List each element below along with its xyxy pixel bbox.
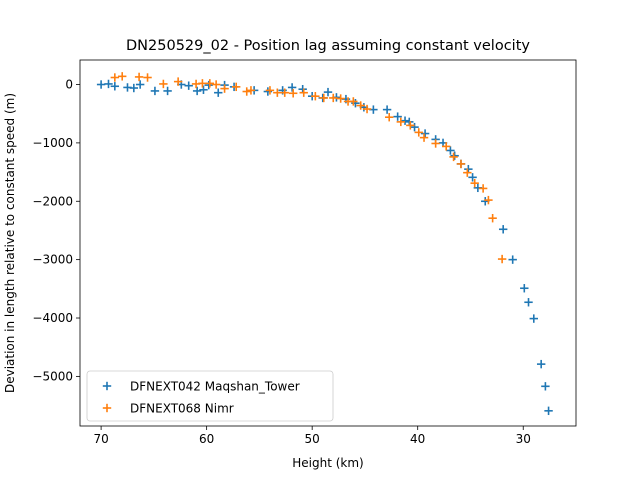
data-point xyxy=(280,88,289,97)
data-point xyxy=(431,139,440,148)
plot-frame xyxy=(79,59,577,427)
legend-marker xyxy=(102,403,112,413)
chart-title: DN250529_02 - Position lag assuming cons… xyxy=(126,38,530,54)
data-point xyxy=(362,104,372,114)
data-point xyxy=(143,73,152,82)
x-tick-label: 70 xyxy=(93,432,108,446)
y-tick-label: −2000 xyxy=(32,194,73,208)
data-point xyxy=(159,79,168,89)
x-axis: 70 60 50 40 30 xyxy=(93,426,531,446)
y-tick-label: −1000 xyxy=(32,136,73,150)
y-tick-label: −5000 xyxy=(32,369,73,383)
data-point xyxy=(498,225,508,234)
data-point xyxy=(419,133,429,142)
data-point xyxy=(536,359,546,369)
data-point xyxy=(214,88,223,97)
data-point xyxy=(470,178,479,188)
y-axis: 0 −1000 −2000 −3000 −4000 −5000 xyxy=(32,78,80,383)
data-point xyxy=(199,85,208,94)
data-point xyxy=(441,142,451,151)
data-point xyxy=(468,173,477,182)
data-point xyxy=(349,97,358,106)
data-point xyxy=(96,80,106,89)
legend-box xyxy=(86,370,334,422)
plot-area xyxy=(79,59,577,427)
data-point xyxy=(184,81,193,90)
data-point xyxy=(463,168,472,177)
data-point xyxy=(488,213,497,223)
data-point xyxy=(393,112,402,121)
legend: DFNEXT042 Maqshan_Tower DFNEXT068 Nimr xyxy=(86,370,334,422)
data-point xyxy=(134,72,144,82)
data-point xyxy=(163,86,172,96)
data-point xyxy=(265,86,275,95)
data-point xyxy=(541,382,550,391)
x-tick-label: 40 xyxy=(410,432,425,446)
data-point xyxy=(484,195,493,205)
x-tick-label: 50 xyxy=(305,432,320,446)
x-tick-label: 60 xyxy=(199,432,214,446)
data-point xyxy=(446,146,455,155)
data-point xyxy=(336,94,345,103)
data-point xyxy=(211,80,221,89)
data-point xyxy=(529,314,538,323)
data-point xyxy=(544,406,553,416)
data-point xyxy=(192,86,202,96)
data-point xyxy=(508,255,517,264)
data-point xyxy=(456,159,466,169)
data-point xyxy=(396,117,406,127)
data-point xyxy=(246,86,256,95)
data-point xyxy=(150,86,160,96)
y-tick-label: −3000 xyxy=(32,253,73,267)
data-point xyxy=(118,72,127,81)
y-axis-label: Deviation in length relative to constant… xyxy=(3,93,17,393)
data-point xyxy=(299,88,308,97)
data-point xyxy=(231,82,241,92)
data-point xyxy=(450,151,459,160)
data-point xyxy=(497,254,507,264)
data-point xyxy=(110,82,120,91)
data-markers xyxy=(96,72,553,416)
series-2 xyxy=(110,72,507,264)
x-tick-label: 30 xyxy=(516,432,531,446)
y-tick-label: −4000 xyxy=(32,311,73,325)
data-point xyxy=(273,88,282,97)
data-point xyxy=(204,80,213,90)
data-point xyxy=(288,89,298,98)
data-point xyxy=(129,83,139,93)
data-point xyxy=(135,80,145,89)
data-point xyxy=(449,152,458,162)
y-tick-label: 0 xyxy=(65,78,73,92)
x-axis-label: Height (km) xyxy=(292,456,363,470)
data-point xyxy=(420,129,430,138)
data-point xyxy=(520,284,529,293)
data-point xyxy=(198,79,207,88)
legend-marker xyxy=(102,381,112,391)
data-point xyxy=(323,87,333,97)
data-point xyxy=(287,83,297,92)
data-point xyxy=(173,77,183,86)
data-point xyxy=(385,113,394,122)
data-point xyxy=(410,122,419,132)
data-point xyxy=(414,128,423,137)
data-point xyxy=(242,87,251,96)
data-point xyxy=(319,93,328,103)
data-point xyxy=(400,116,410,125)
legend-label: DFNEXT068 Nimr xyxy=(130,402,234,416)
legend-label: DFNEXT042 Maqshan_Tower xyxy=(130,380,300,394)
data-point xyxy=(524,298,533,307)
data-point xyxy=(356,101,365,110)
data-point xyxy=(382,105,392,114)
data-point xyxy=(104,79,113,89)
data-point xyxy=(205,79,215,88)
data-point xyxy=(220,84,229,93)
data-point xyxy=(110,73,120,82)
data-point xyxy=(478,184,488,193)
data-point xyxy=(311,91,320,101)
data-point xyxy=(329,93,338,103)
data-point xyxy=(406,121,415,130)
